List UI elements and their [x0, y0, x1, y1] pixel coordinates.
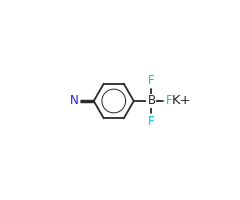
Text: B: B [147, 95, 156, 108]
Text: N: N [70, 95, 79, 108]
Text: K+: K+ [172, 95, 191, 108]
Text: F: F [148, 74, 155, 87]
Text: F: F [148, 115, 155, 128]
Text: F: F [166, 95, 172, 108]
